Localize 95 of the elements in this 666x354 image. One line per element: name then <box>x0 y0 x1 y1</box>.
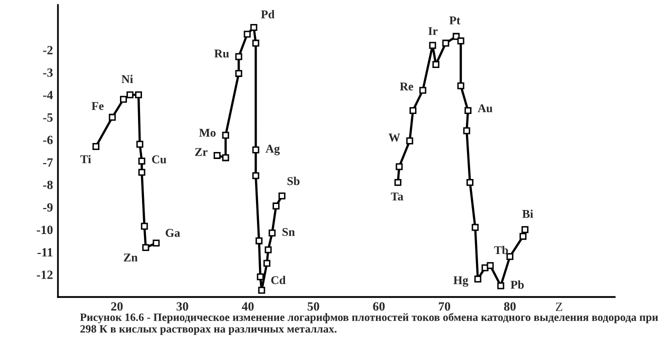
point <box>457 37 464 44</box>
y-tick-label: -6 <box>43 136 53 144</box>
point <box>442 40 450 47</box>
point <box>457 82 464 90</box>
point <box>272 202 280 210</box>
x-tick-label: 60 <box>373 302 385 311</box>
annotation: Zn <box>124 254 138 262</box>
point <box>136 140 144 148</box>
point <box>256 237 263 244</box>
x-tick-label: 20 <box>111 302 123 311</box>
point <box>409 107 416 114</box>
point <box>235 70 242 77</box>
point <box>92 143 100 150</box>
point <box>522 226 528 234</box>
point <box>464 107 472 114</box>
point <box>278 192 286 200</box>
text: Рисунок 16.6 - Периодическое изменение логарифмов плотностей токов обмена катодного выделения водорода при 298 К в кислых растворах на различных металлах. <box>80 312 658 335</box>
x-tick-label: 30 <box>176 302 188 311</box>
point <box>256 273 264 280</box>
y-tick-label: -7 <box>43 158 53 167</box>
annotation: Ti <box>80 154 92 164</box>
annotation: Cu <box>152 155 166 164</box>
annotation: Ga <box>166 228 180 237</box>
point <box>432 61 440 68</box>
annotation: Hg <box>453 276 468 287</box>
point <box>108 114 116 121</box>
annotation: Zr <box>195 148 208 156</box>
annotation: Ni <box>122 74 133 83</box>
annotation: Mo <box>199 128 216 137</box>
y-tick-label: -3 <box>43 68 53 77</box>
point <box>222 154 230 162</box>
point <box>482 264 488 272</box>
point <box>486 262 494 270</box>
point <box>506 253 514 260</box>
x-tick-label: 40 <box>242 302 254 311</box>
y-tick-label: -11 <box>38 248 52 256</box>
annotation: W <box>388 134 400 142</box>
point <box>222 132 230 139</box>
annotation: Pd <box>261 10 274 18</box>
y-tick-label: -10 <box>36 226 53 234</box>
point <box>252 40 260 47</box>
point <box>263 260 270 267</box>
annotation: Au <box>478 104 492 112</box>
point <box>142 244 150 252</box>
point <box>520 232 526 240</box>
annotation: Re <box>400 82 414 90</box>
point <box>429 42 436 49</box>
point <box>126 91 134 98</box>
y-tick-label: -2 <box>43 46 53 54</box>
annotation: Ir <box>428 27 438 35</box>
annotation: Tb <box>494 246 508 254</box>
point <box>138 158 146 165</box>
point <box>244 30 251 38</box>
point <box>152 240 160 247</box>
point <box>138 168 146 176</box>
point <box>268 230 276 236</box>
point <box>264 246 272 254</box>
point <box>140 222 148 230</box>
point <box>452 32 460 40</box>
y-tick-label: -9 <box>43 203 53 212</box>
point <box>214 152 221 159</box>
point <box>463 127 470 134</box>
y-tick-label: -12 <box>36 270 53 279</box>
point <box>472 224 479 231</box>
y-tick-label: -8 <box>43 180 53 190</box>
point <box>497 282 504 290</box>
point <box>258 286 266 294</box>
point <box>235 53 242 60</box>
point <box>250 24 258 31</box>
y-tick-label: -5 <box>43 113 53 122</box>
point <box>474 276 482 283</box>
point <box>396 163 403 170</box>
x-tick-label: 80 <box>504 302 516 311</box>
annotation: Pb <box>510 280 524 289</box>
x-tick-label: 70 <box>438 302 450 311</box>
point <box>394 178 402 186</box>
annotation: Ag <box>266 144 280 156</box>
x-axis-title: Z <box>556 302 562 311</box>
y-tick-label: -4 <box>43 90 53 100</box>
annotation: Bi <box>522 210 534 218</box>
annotation: Sb <box>287 176 300 186</box>
annotation: Cd <box>271 276 286 284</box>
annotation: Pt <box>449 16 460 24</box>
point <box>419 86 426 94</box>
point <box>252 146 260 154</box>
annotation: Fe <box>92 102 104 110</box>
point <box>252 172 260 180</box>
annotation: Ru <box>214 50 229 58</box>
annotation: Ta <box>390 192 404 200</box>
point <box>466 178 474 186</box>
point <box>406 137 414 144</box>
x-tick-label: 50 <box>308 302 320 311</box>
point <box>135 91 142 98</box>
point <box>120 96 127 103</box>
annotation: Sn <box>282 228 295 236</box>
